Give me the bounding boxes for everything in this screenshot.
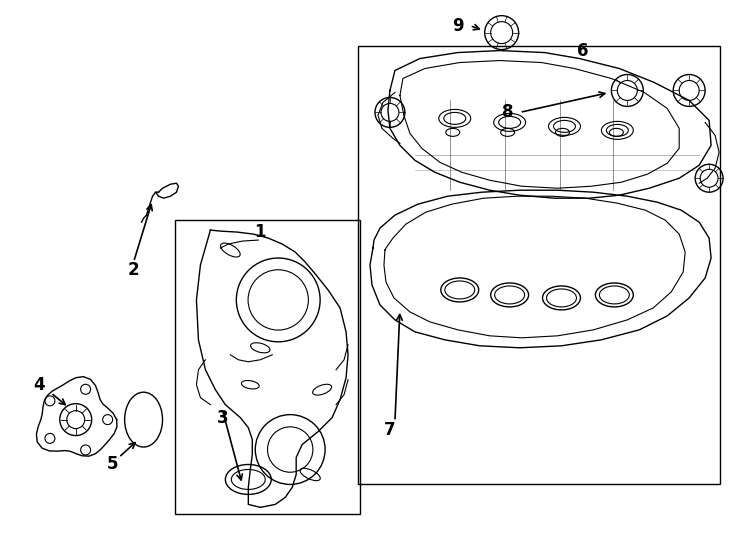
Text: 7: 7 <box>384 421 396 438</box>
Bar <box>358 45 720 484</box>
Text: 9: 9 <box>452 17 464 35</box>
Text: 3: 3 <box>217 409 228 427</box>
Text: 6: 6 <box>577 42 588 59</box>
Text: 2: 2 <box>128 261 139 279</box>
Text: 4: 4 <box>33 376 45 394</box>
Text: 1: 1 <box>255 223 266 241</box>
Text: 8: 8 <box>502 103 513 122</box>
Text: 5: 5 <box>107 456 118 474</box>
Bar <box>175 220 360 515</box>
